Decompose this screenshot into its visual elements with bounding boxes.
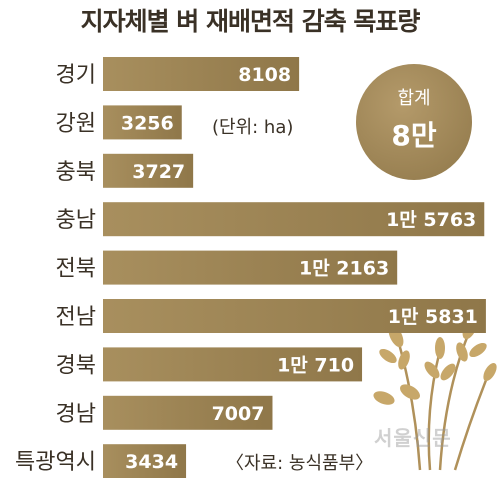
bar [103,347,363,382]
bar [103,57,300,91]
watermark: 서울신문 [374,426,452,450]
unit-note: (단위: ha) [212,117,294,138]
bar [103,153,194,188]
category-label: 충남 [56,208,96,233]
category-label: 경북 [56,353,96,378]
value-label: 3727 [132,161,185,183]
category-label: 강원 [56,111,96,136]
source-note: 〈자료: 농식품부〉 [226,453,374,474]
category-label: 충북 [56,160,96,185]
value-label: 1만 710 [277,354,354,376]
bar [103,444,187,478]
bar [103,105,182,140]
value-label: 1만 2163 [299,258,389,280]
value-label: 3434 [125,451,178,473]
total-badge: 합계 8만 [356,64,472,180]
category-label: 전남 [56,305,96,330]
value-label: 1만 5763 [386,209,476,231]
total-value: 8만 [391,119,437,152]
bar [103,250,398,285]
value-label: 1만 5831 [388,306,478,328]
bar [103,202,485,237]
value-label: 7007 [212,403,265,425]
category-label: 전북 [56,257,96,282]
bar [103,299,486,333]
rice-stalk-icon [373,316,497,471]
total-label: 합계 [397,88,431,109]
bar [103,395,273,430]
category-label: 경기 [56,63,96,88]
category-label: 경남 [56,402,96,427]
value-label: 8108 [238,64,291,86]
chart-title: 지자체별 벼 재배면적 감축 목표량 [80,7,421,36]
category-label: 특광역시 [15,450,96,475]
value-label: 3256 [121,112,174,134]
